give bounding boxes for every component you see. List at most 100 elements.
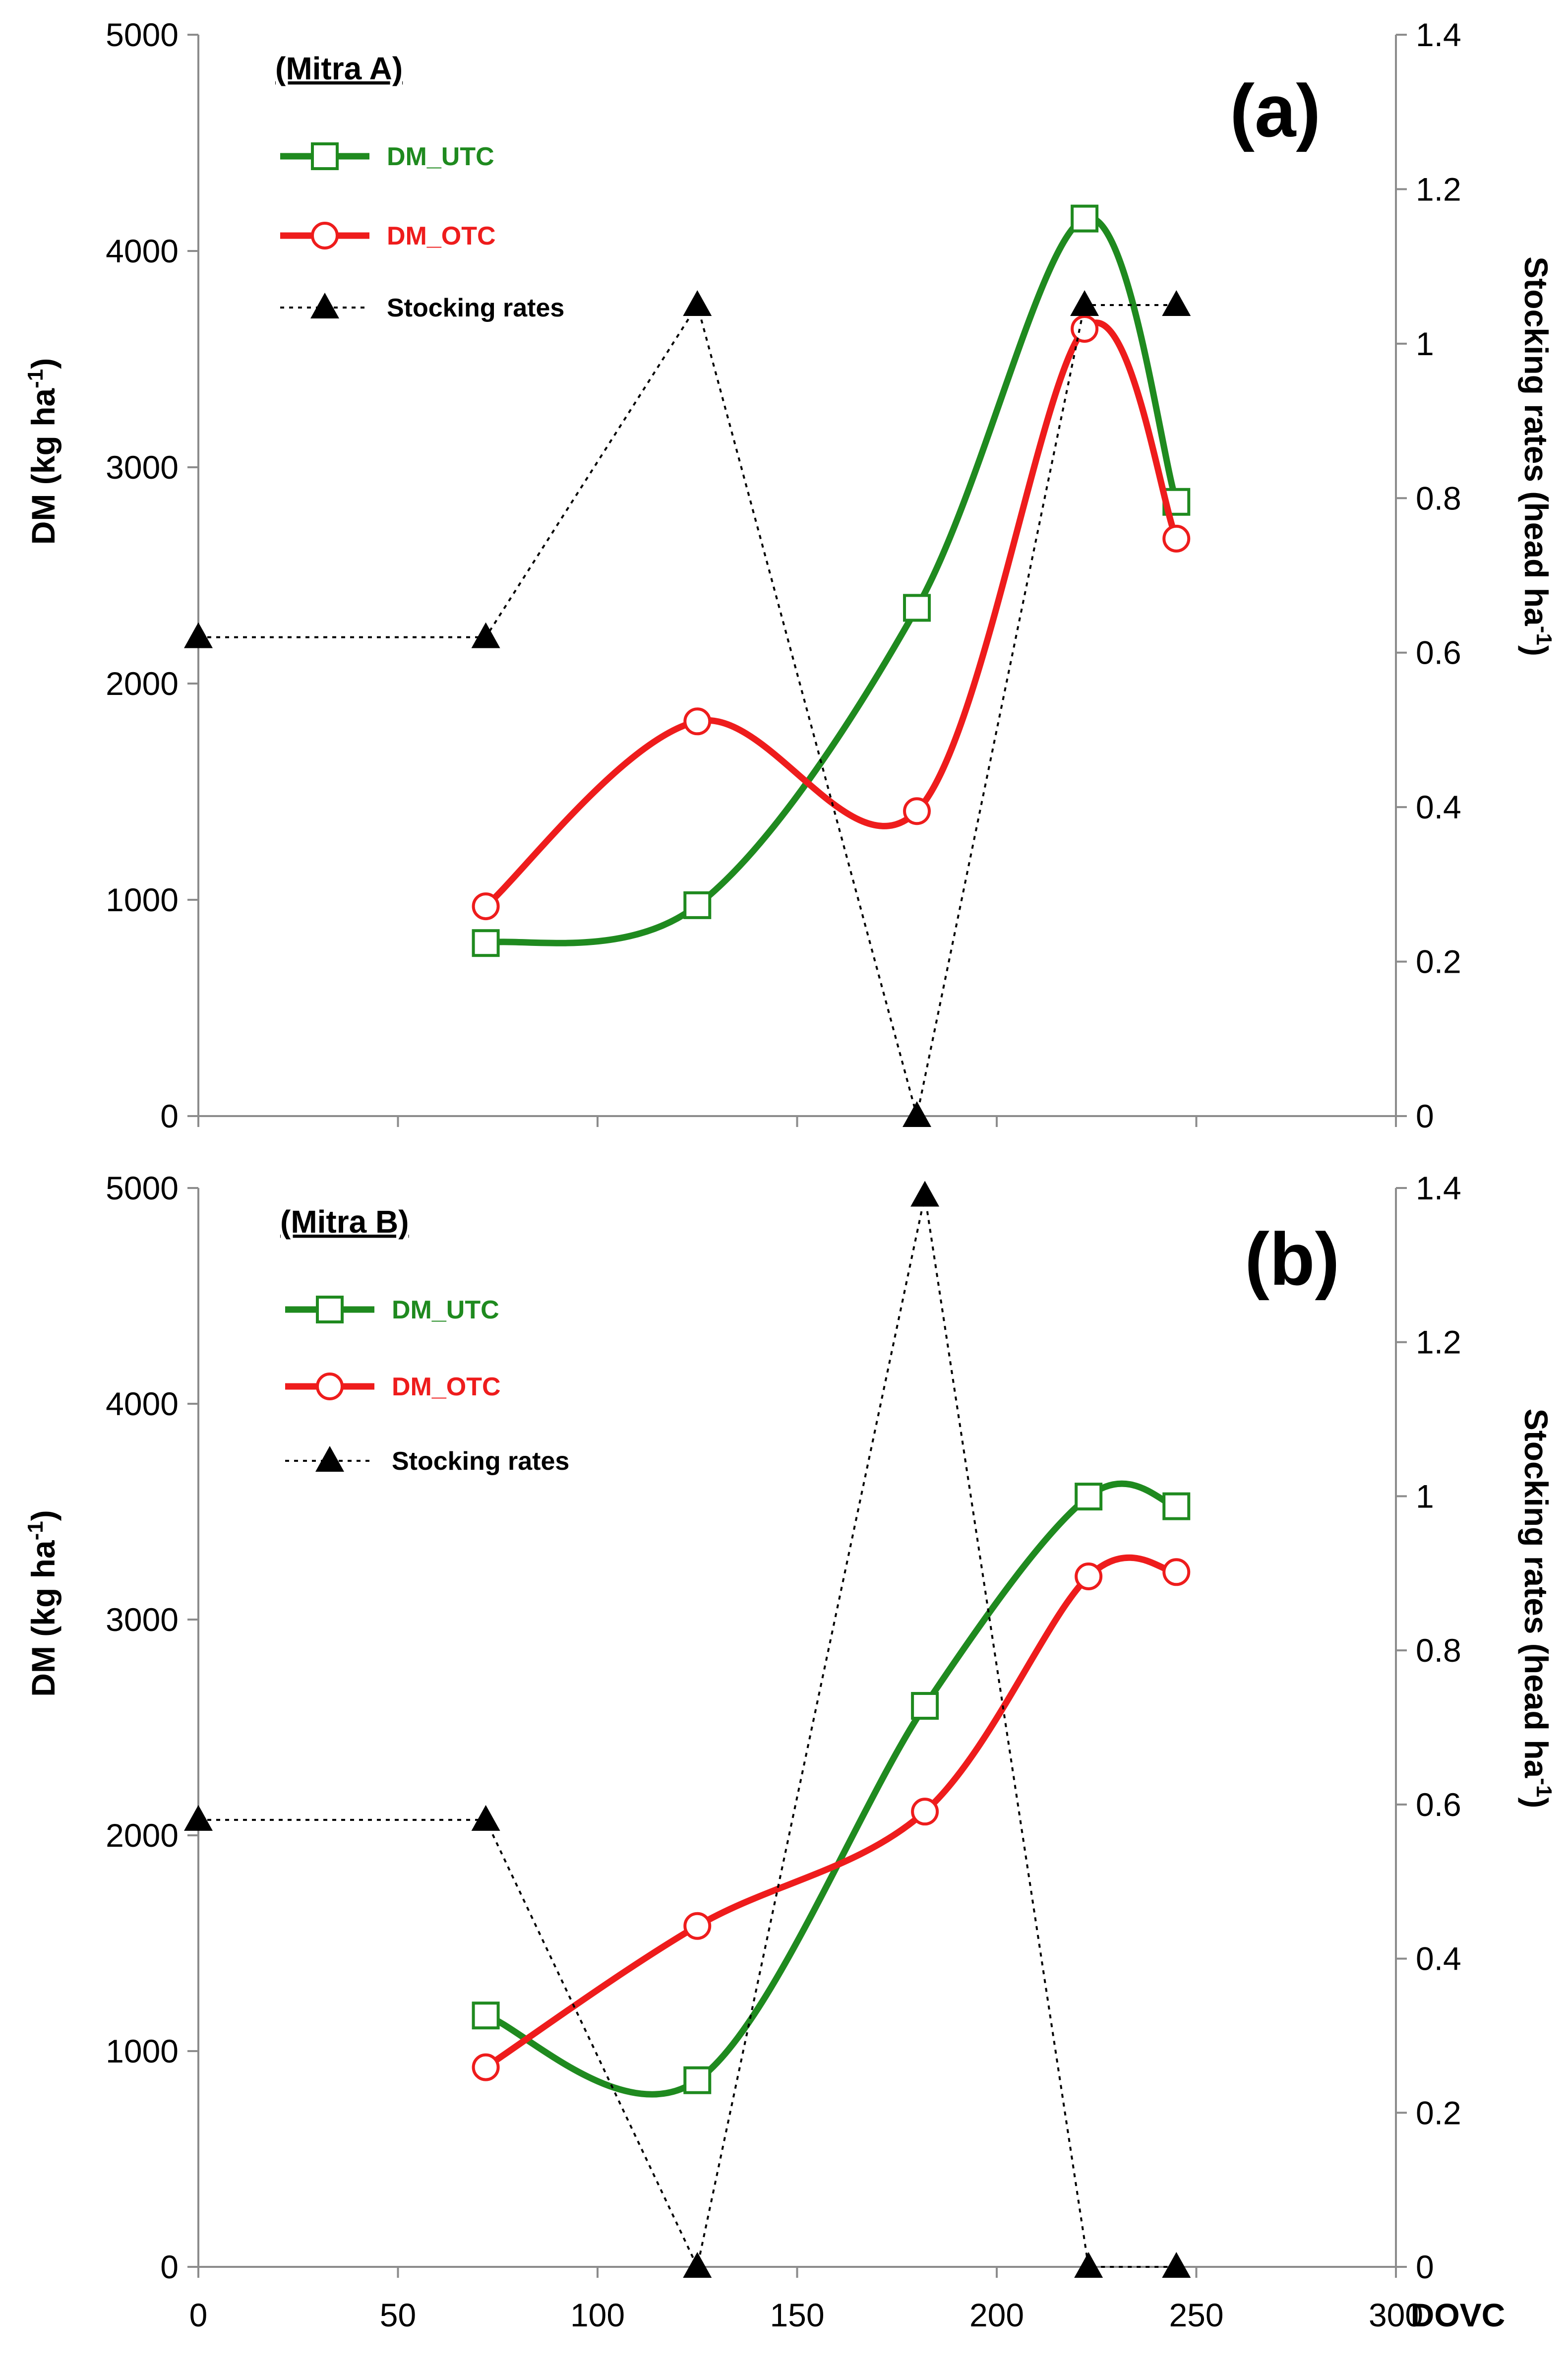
data-point [683,2252,712,2278]
legend-label: DM_UTC [392,1296,499,1324]
data-point [683,707,712,736]
y-right-axis-title: Stocking rates (head ha-1) [1518,256,1557,656]
data-point [472,2053,500,2081]
y-left-axis-title: DM (kg ha-1) [23,1510,62,1696]
data-point [1162,524,1191,553]
y-right-tick-label: 1.4 [1416,1170,1461,1206]
data-point [683,2066,712,2094]
data-point [471,622,500,648]
data-point [683,891,712,919]
y-right-axis-title-sup: -1 [1532,1778,1557,1797]
y-right-tick-label: 0.2 [1416,2094,1461,2131]
legend-entry: DM_OTC [280,222,496,250]
series-stocking-rates [184,290,1191,1127]
y-right-axis-title-sup: -1 [1532,626,1557,645]
y-left-tick-label: 4000 [106,1385,179,1422]
data-point [1074,2252,1103,2278]
data-point [1075,1563,1103,1590]
data-point [472,2001,500,2030]
y-right-tick-label: 0.8 [1416,480,1461,516]
data-point [1162,1492,1191,1520]
y-left-tick-label: 2000 [106,1817,179,1854]
legend-label: Stocking rates [392,1447,569,1476]
panel-title: (Mitra B) [280,1204,409,1240]
legend-entry: DM_UTC [280,142,494,171]
y-right-tick-label: 1.2 [1416,1324,1461,1361]
x-tick-label: 50 [380,2297,416,2333]
series-dm-utc [472,1480,1191,2098]
y-left-tick-label: 3000 [106,449,179,486]
legend-marker [316,1296,344,1323]
x-tick-label: 0 [189,2297,208,2333]
chart-panel-1: 0 1000 2000 3000 4000 5000 0 0.2 0.4 0.6 0.8 1 1.2 1.… [23,16,1557,1134]
data-point [1070,290,1099,316]
legend-marker [311,142,339,170]
y-right-tick-label: 0.8 [1416,1632,1461,1669]
y-left-tick-label: 4000 [106,233,179,269]
series-stocking-rates [184,1181,1191,2278]
legend-entry: Stocking rates [285,1446,569,1476]
data-point [903,1101,931,1127]
y-left-axis-title-sup: -1 [23,369,48,388]
legend-marker [316,1373,344,1400]
x-tick-label: 150 [770,2297,824,2333]
data-point [471,1805,500,1831]
legend-label: DM_OTC [392,1373,501,1401]
series-line [198,1195,1177,2270]
data-point [472,929,500,957]
data-point [903,797,931,825]
data-point [1162,1558,1191,1586]
y-left-tick-label: 5000 [106,1170,179,1206]
data-point [1071,204,1099,233]
series-dm-otc [472,1554,1191,2081]
y-left-tick-label: 0 [160,2249,179,2285]
legend-label: Stocking rates [387,294,564,322]
y-right-tick-label: 0.2 [1416,943,1461,980]
data-point [1162,290,1191,316]
x-tick-label: 250 [1169,2297,1223,2333]
panel-label: (a) [1230,69,1321,152]
data-point [184,1805,213,1831]
y-left-axis-title: DM (kg ha-1) [23,358,62,545]
series-line [482,214,1180,946]
y-right-tick-label: 0 [1416,2249,1434,2285]
data-point [683,290,712,316]
series-dm-otc [472,314,1191,921]
y-right-axis-title: Stocking rates (head ha-1) [1518,1409,1557,1809]
legend-marker [315,1446,344,1472]
x-tick-label: 300 [1369,2297,1423,2333]
legend-entry: DM_OTC [285,1373,501,1401]
y-left-tick-label: 5000 [106,16,179,53]
y-left-tick-label: 3000 [106,1601,179,1638]
y-right-tick-label: 0.4 [1416,1940,1461,1977]
data-point [1162,2252,1191,2278]
x-axis-title: DOVC [1411,2297,1506,2333]
data-point [1075,1483,1103,1511]
data-point [472,892,500,921]
y-right-tick-label: 1 [1416,325,1434,362]
y-left-tick-label: 1000 [106,881,179,918]
chart-panel-2: 01000200030004000500000.20.40.60.811.21.… [23,1170,1557,2333]
data-point [911,1798,939,1826]
data-point [910,1181,940,1207]
data-point [683,1912,712,1940]
data-point [1071,314,1099,343]
legend-label: DM_OTC [387,222,496,250]
x-tick-label: 200 [969,2297,1024,2333]
legend-entry: Stocking rates [280,293,564,322]
y-right-tick-label: 0.6 [1416,1786,1461,1823]
y-right-tick-label: 1 [1416,1478,1434,1514]
x-tick-label: 100 [570,2297,625,2333]
y-left-axis-title-sup: -1 [23,1521,48,1540]
y-right-tick-label: 0 [1416,1098,1434,1134]
legend-entry: DM_UTC [285,1296,499,1324]
data-point [903,594,931,622]
y-left-tick-label: 0 [160,1098,179,1134]
legend-marker [310,293,339,318]
y-right-tick-label: 0.6 [1416,634,1461,671]
panel-title: (Mitra A) [275,51,403,86]
legend-marker [311,222,339,250]
data-point [184,622,213,648]
